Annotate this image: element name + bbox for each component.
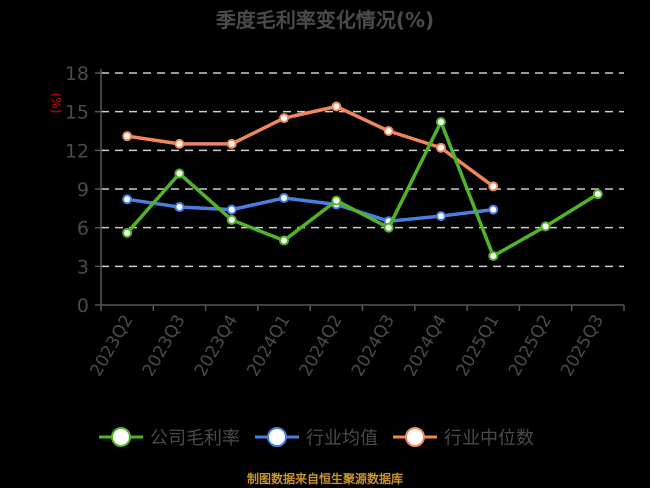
y-tick-label: 18	[65, 63, 89, 85]
legend-marker-icon	[393, 427, 437, 447]
data-point[interactable]	[435, 211, 446, 222]
data-point[interactable]	[331, 195, 342, 206]
legend: 公司毛利率 行业均值 行业中位数	[98, 424, 534, 450]
y-axis-label: (%)	[49, 93, 63, 114]
legend-item[interactable]: 行业均值	[254, 424, 378, 450]
data-point[interactable]	[592, 189, 603, 200]
x-tick-label: 2023Q4	[191, 312, 242, 380]
legend-item[interactable]: 行业中位数	[392, 424, 534, 450]
x-tick-label: 2025Q1	[453, 312, 504, 380]
y-tick-label: 15	[65, 102, 89, 124]
data-point[interactable]	[174, 202, 185, 213]
legend-item[interactable]: 公司毛利率	[98, 424, 240, 450]
data-point[interactable]	[174, 168, 185, 179]
data-point[interactable]	[488, 251, 499, 262]
x-tick-label: 2024Q4	[400, 312, 451, 380]
y-tick-label: 12	[65, 140, 89, 162]
legend-marker-icon	[99, 427, 143, 447]
data-point[interactable]	[383, 126, 394, 136]
legend-marker-icon	[255, 427, 299, 447]
source-note: 制图数据来自恒生聚源数据库	[246, 472, 403, 486]
data-point[interactable]	[226, 214, 237, 225]
legend-label: 公司毛利率	[150, 428, 240, 449]
data-point[interactable]	[540, 221, 551, 232]
series-line	[126, 196, 494, 223]
data-point[interactable]	[383, 222, 394, 233]
x-tick-label: 2025Q3	[557, 312, 608, 380]
x-tick-label: 2024Q3	[348, 312, 399, 380]
data-point[interactable]	[279, 113, 290, 124]
data-point[interactable]	[279, 193, 290, 204]
data-point[interactable]	[435, 142, 446, 153]
y-tick-label: 3	[77, 256, 89, 278]
data-point[interactable]	[331, 101, 342, 112]
series-line	[125, 120, 599, 258]
data-point[interactable]	[122, 131, 133, 142]
x-tick-label: 2023Q2	[86, 312, 137, 380]
y-tick-label: 6	[77, 218, 89, 240]
data-point[interactable]	[174, 138, 185, 149]
data-point[interactable]	[122, 194, 133, 205]
data-point[interactable]	[226, 138, 237, 149]
data-point[interactable]	[226, 204, 237, 215]
y-tick-label: 9	[77, 179, 89, 201]
x-tick-label: 2025Q2	[505, 312, 556, 380]
data-point[interactable]	[435, 116, 446, 127]
x-tick-label: 2023Q3	[139, 312, 190, 380]
legend-label: 行业均值	[306, 428, 378, 449]
data-point[interactable]	[122, 227, 133, 238]
series-line	[126, 104, 495, 188]
legend-label: 行业中位数	[444, 428, 534, 449]
data-point[interactable]	[279, 235, 290, 246]
x-tick-label: 2024Q1	[243, 312, 294, 380]
chart-title: 季度毛利率变化情况(%)	[215, 8, 435, 32]
x-tick-label: 2024Q2	[296, 312, 347, 380]
data-point[interactable]	[488, 204, 499, 215]
data-point[interactable]	[488, 181, 499, 192]
y-tick-label: 0	[77, 295, 89, 317]
